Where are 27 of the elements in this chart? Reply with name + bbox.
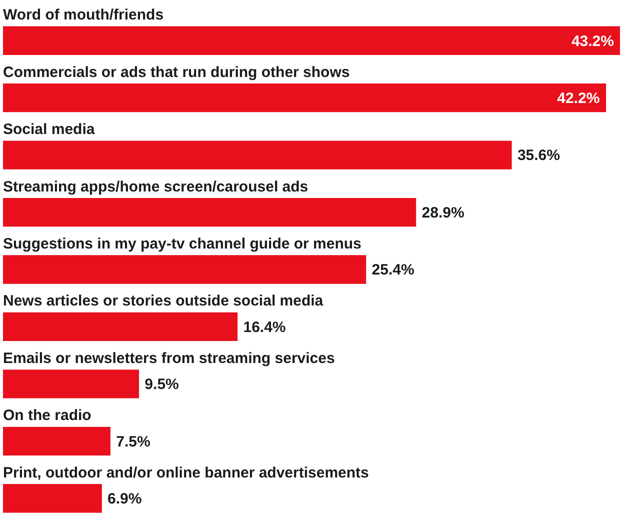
bar <box>3 84 606 112</box>
y-tick-label: Emails or newsletters from streaming services <box>3 350 335 367</box>
y-tick-label: Commercials or ads that run during other shows <box>3 64 350 81</box>
bar <box>3 312 238 342</box>
y-tick-label: Suggestions in my pay-tv channel guide or menus <box>3 236 362 252</box>
y-tick-label: Print, outdoor and/or online banner advertisements <box>3 464 369 482</box>
data-label: 25.4% <box>372 262 414 279</box>
data-label: 16.4% <box>243 318 286 336</box>
data-label: 28.9% <box>422 204 464 222</box>
bar <box>3 484 102 513</box>
bar <box>3 426 110 456</box>
bar <box>3 198 416 227</box>
y-tick-label: On the radio <box>3 407 92 424</box>
y-tick-label: Word of mouth/friends <box>3 6 164 24</box>
bar <box>3 370 140 398</box>
data-label: 35.6% <box>517 147 560 164</box>
bar <box>3 255 366 284</box>
data-label: 42.2% <box>557 90 600 107</box>
bar <box>3 140 512 170</box>
data-label: 6.9% <box>108 490 142 508</box>
data-label: 7.5% <box>116 433 150 450</box>
y-tick-label: News articles or stories outside social media <box>3 292 324 310</box>
bar <box>3 26 620 55</box>
data-label: 9.5% <box>144 376 179 394</box>
y-tick-label: Streaming apps/home screen/carousel ads <box>3 178 308 196</box>
y-tick-label: Social media <box>3 121 96 138</box>
data-label: 43.2% <box>571 32 614 50</box>
